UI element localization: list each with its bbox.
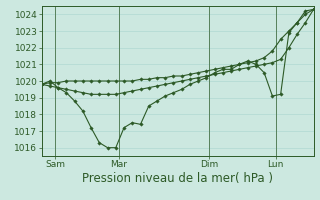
- X-axis label: Pression niveau de la mer( hPa ): Pression niveau de la mer( hPa ): [82, 172, 273, 185]
